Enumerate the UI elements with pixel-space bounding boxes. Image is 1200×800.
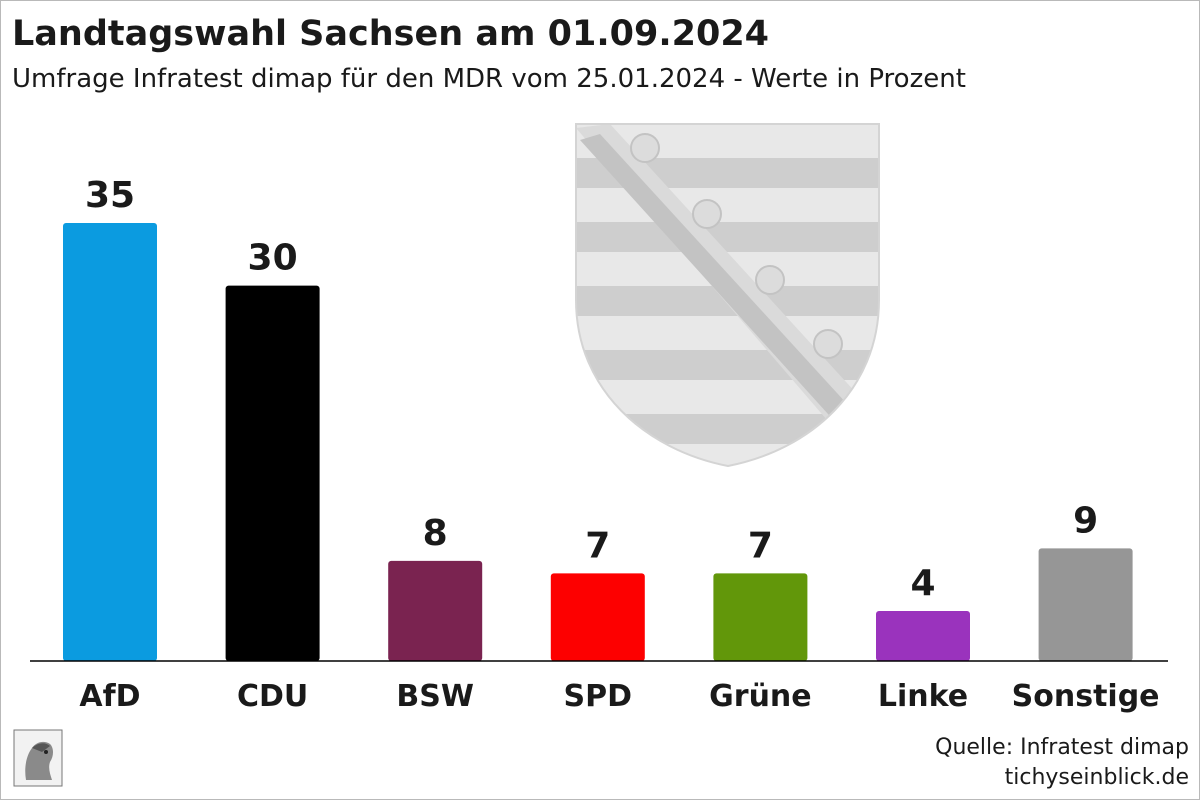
source-text: Quelle: Infratest dimap bbox=[935, 735, 1189, 760]
x-tick-label-gr-ne: Grüne bbox=[709, 679, 811, 714]
coat-of-arms-watermark bbox=[575, 123, 880, 468]
data-label-linke: 4 bbox=[910, 563, 935, 604]
data-label-spd: 7 bbox=[585, 525, 610, 566]
x-tick-label-cdu: CDU bbox=[237, 679, 308, 714]
bar-bsw bbox=[388, 560, 483, 661]
tichy-logo bbox=[13, 729, 63, 787]
bar-afd bbox=[63, 223, 157, 661]
site-text: tichyseinblick.de bbox=[1004, 765, 1189, 790]
data-label-gr-ne: 7 bbox=[748, 525, 773, 566]
bar-linke bbox=[876, 610, 970, 661]
chart-title: Landtagswahl Sachsen am 01.09.2024 bbox=[12, 14, 770, 54]
data-label-afd: 35 bbox=[85, 175, 135, 216]
x-tick-label-sonstige: Sonstige bbox=[1012, 679, 1160, 714]
data-label-bsw: 8 bbox=[423, 513, 448, 554]
data-label-cdu: 30 bbox=[248, 238, 298, 279]
x-tick-label-afd: AfD bbox=[79, 679, 140, 714]
bar-cdu bbox=[225, 285, 320, 661]
data-label-sonstige: 9 bbox=[1073, 500, 1098, 541]
source-block: Quelle: Infratest dimap tichyseinblick.d… bbox=[935, 733, 1189, 793]
x-tick-label-spd: SPD bbox=[564, 679, 633, 714]
chart-subtitle: Umfrage Infratest dimap für den MDR vom … bbox=[12, 64, 966, 94]
x-tick-label-linke: Linke bbox=[878, 679, 968, 714]
bar-gr-ne bbox=[713, 573, 808, 661]
bar-spd bbox=[550, 573, 645, 661]
bar-sonstige bbox=[1038, 548, 1133, 661]
x-tick-label-bsw: BSW bbox=[396, 679, 474, 714]
